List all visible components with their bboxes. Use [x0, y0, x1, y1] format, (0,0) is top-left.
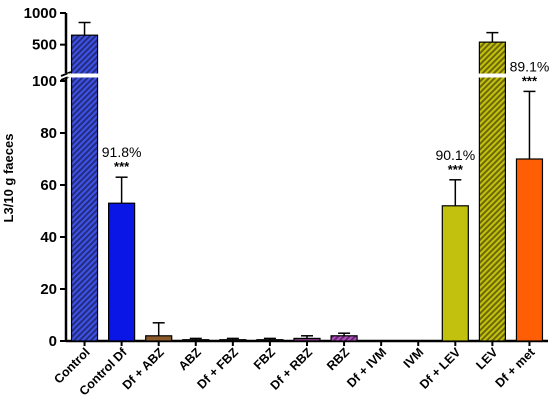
x-tick-label: Df + FBZ — [194, 345, 241, 392]
bar — [441, 205, 469, 342]
y-tick-label: 500 — [32, 37, 57, 54]
bar-hatch — [331, 335, 358, 341]
bar-hatch — [182, 339, 209, 341]
x-tick-label: LEV — [473, 345, 501, 373]
y-tick-label: 1000 — [24, 5, 57, 22]
significance-label: *** — [448, 162, 464, 177]
bar — [108, 202, 136, 342]
bar — [145, 335, 173, 342]
x-tick-label: Df + LEV — [417, 345, 464, 392]
x-tick-label: Df + ABZ — [120, 345, 167, 392]
percent-label: 91.8% — [102, 144, 142, 160]
bar — [515, 158, 544, 342]
y-tick-label: 60 — [40, 177, 57, 194]
x-tick-label: RBZ — [324, 345, 352, 373]
bar — [293, 337, 321, 342]
percent-label: 90.1% — [435, 147, 475, 163]
bar — [219, 339, 247, 342]
axis-break-band — [67, 73, 550, 78]
bar-hatch — [479, 42, 506, 342]
significance-label: *** — [522, 73, 538, 88]
x-tick-label: FBZ — [251, 345, 278, 372]
y-tick-label: 0 — [49, 333, 57, 350]
axis-break-mark — [60, 71, 72, 77]
significance-label: *** — [114, 159, 130, 174]
x-tick-label: Df + met — [493, 345, 539, 391]
y-tick-label: 20 — [40, 281, 57, 298]
y-tick-label: 40 — [40, 229, 57, 246]
percent-label: 89.1% — [510, 58, 550, 74]
x-tick-label: Df + IVM — [344, 345, 389, 390]
y-axis-title: L3/10 g faeces — [1, 134, 16, 223]
x-tick-label: IVM — [401, 345, 427, 371]
bar-hatch — [256, 339, 283, 341]
y-tick-label: 100 — [32, 73, 57, 90]
y-tick-label: 80 — [40, 125, 57, 142]
x-tick-label: ABZ — [176, 345, 204, 373]
bar-hatch — [71, 35, 98, 342]
